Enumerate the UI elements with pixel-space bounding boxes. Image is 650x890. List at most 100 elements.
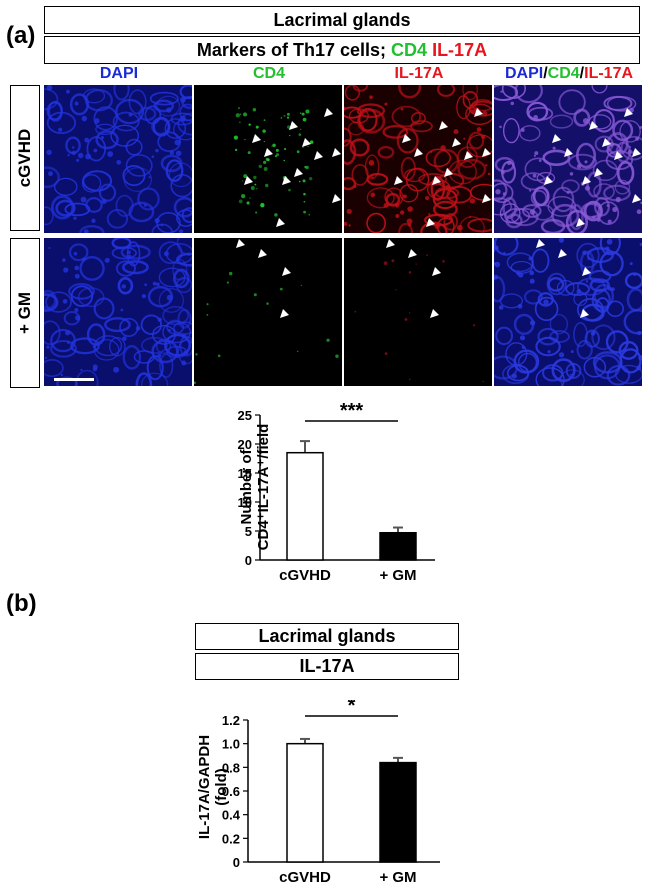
y-tick-label: 0 [233,855,240,870]
y-tick-label: 0.6 [222,784,240,799]
bar-cgvhd [286,742,324,863]
column-label-merge: DAPI/CD4/IL-17A [494,65,644,83]
row-label-gm-text: + GM [15,291,34,335]
micrograph-cgvhd-merge [494,85,642,233]
micrograph-gm-merge [494,238,642,386]
arrowhead-marker [386,239,395,248]
arrowhead-marker [282,176,291,185]
x-tick-label: + GM [379,869,416,886]
arrowhead-marker [544,176,553,185]
chart-il17-gapdh: 0 0.2 0.4 0.6 0.8 1.0 1.2 cGVHD + GM * [222,700,440,886]
y-tick-label: 0 [245,553,252,568]
arrowhead-marker [589,121,598,130]
arrowhead-marker [614,151,623,160]
micrograph-cgvhd-dapi [44,85,192,233]
arrowhead-marker [258,249,267,258]
micrograph-cgvhd-cd4 [194,85,342,233]
arrowhead-marker [414,148,423,157]
arrowhead-marker [582,267,591,276]
significance-marker: * [348,700,356,717]
arrowhead-marker [580,309,589,318]
panel-a-header: Lacrimal glands [44,6,640,34]
merge-label-slash-1: / [543,65,548,82]
arrowhead-marker [594,168,603,177]
arrowhead-marker [394,176,403,185]
arrowhead-marker [236,239,245,248]
arrowhead-marker [452,138,461,147]
y-tick-label: 5 [245,524,252,539]
arrowhead-marker [276,218,285,227]
arrowhead-marker [482,148,491,157]
arrowhead-marker [289,121,298,130]
y-tick-label: 25 [238,408,252,423]
merge-label-cd4: CD4 [547,65,580,82]
arrowhead-marker [464,151,473,160]
panel-b-header: Lacrimal glands [195,623,459,650]
x-tick-label: + GM [379,567,416,584]
arrowhead-marker [282,267,291,276]
y-tick-label: 10 [238,495,252,510]
arrowhead-marker [536,239,545,248]
column-label-cd4: CD4 [252,65,285,82]
arrowhead-marker [332,194,341,203]
bar-gm [379,531,417,561]
panel-a-subheader: Markers of Th17 cells; CD4 IL-17A [44,36,640,64]
significance-marker: *** [340,400,364,422]
arrowhead-marker [402,134,411,143]
arrowhead-marker [314,151,323,160]
arrowhead-marker [302,138,311,147]
subheader-il17: IL-17A [432,39,488,60]
arrowhead-marker [426,218,435,227]
y-tick-label: 0.2 [222,831,240,846]
arrowhead-marker [564,148,573,157]
arrowhead-marker [432,267,441,276]
scale-bar [54,378,94,381]
arrowhead-marker [632,148,641,157]
panel-b-subheader-text: IL-17A [299,656,355,676]
bar-gm [379,761,417,863]
panel-b-header-title: Lacrimal glands [258,626,396,646]
micrograph-gm-dapi [44,238,192,386]
arrowhead-marker [474,108,483,117]
x-tick-label: cGVHD [279,869,331,886]
x-tick-label: cGVHD [279,567,331,584]
subheader-cd4: CD4 [391,39,428,60]
row-label-cgvhd: cGVHD [10,85,40,231]
arrowhead-marker [576,218,585,227]
chart-cd4-il17-count: 0 5 10 15 20 25 cGVHD + GM *** [238,400,435,584]
y-tick-label: 15 [238,466,252,481]
subheader-prefix: Markers of Th17 cells; [196,39,387,60]
row-label-gm: + GM [10,238,40,388]
y-tick-label: 1.2 [222,713,240,728]
merge-label-slash-2: / [579,65,585,82]
column-label-il17: IL-17A [394,65,444,82]
panel-a-header-title: Lacrimal glands [273,9,411,30]
arrowhead-marker [552,134,561,143]
row-label-cgvhd-text: cGVHD [15,128,34,188]
arrowhead-marker [439,121,448,130]
panel-a-letter: (a) [6,22,36,49]
column-label-dapi: DAPI [99,65,139,82]
micrograph-gm-il17 [344,238,492,386]
arrowhead-marker [432,176,441,185]
arrowhead-marker [444,168,453,177]
arrowhead-marker [324,108,333,117]
arrowhead-marker [408,249,417,258]
arrowhead-marker [280,309,289,318]
arrowhead-marker [332,148,341,157]
arrowhead-marker [430,309,439,318]
arrowhead-marker [264,148,273,157]
bar-cgvhd [286,451,324,561]
arrowhead-marker [294,168,303,177]
merge-label-il17: IL-17A [584,65,634,82]
micrograph-gm-cd4 [194,238,342,386]
arrowhead-marker [624,108,633,117]
y-tick-label: 0.4 [222,808,241,823]
arrowhead-marker [602,138,611,147]
merge-label-dapi: DAPI [504,65,544,82]
arrowhead-marker [632,194,641,203]
y-tick-label: 1.0 [222,737,240,752]
arrowhead-marker [582,176,591,185]
arrowhead-marker [482,194,491,203]
panel-b-letter: (b) [6,590,37,617]
